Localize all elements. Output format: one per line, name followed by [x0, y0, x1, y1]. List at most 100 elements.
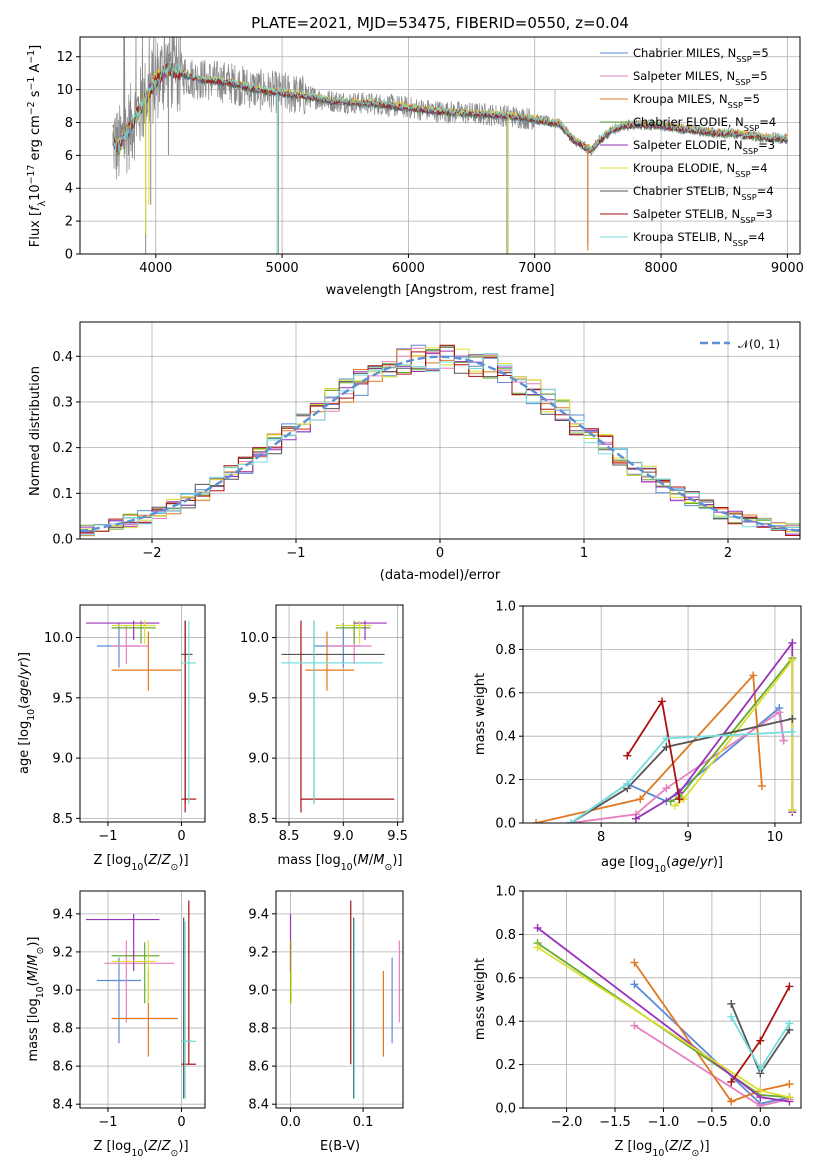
y-tick-label: 12 — [56, 50, 73, 65]
y-tick-label: 0.0 — [495, 1102, 516, 1117]
age-mass-xlabel: mass [log10(M/M⊙)] — [278, 853, 403, 873]
plot-area-residuals — [80, 344, 800, 539]
y-tick-label: 10.0 — [240, 631, 269, 646]
y-tick-label: 8.4 — [248, 1098, 269, 1113]
errorbar-kroupa-stelib — [181, 620, 197, 804]
frame-weight-vs-age — [522, 605, 802, 824]
y-tick-label: 0.2 — [52, 441, 73, 456]
weight-marker — [727, 999, 736, 1008]
x-tick-label: 0.0 — [280, 1115, 301, 1130]
weight-line — [670, 655, 794, 810]
grid-age-vs-mass — [276, 605, 403, 822]
weight-marker — [662, 743, 671, 752]
y-tick-label: 0.4 — [495, 1015, 516, 1030]
legend-label: Kroupa ELODIE, NSSP=4 — [633, 161, 768, 179]
x-tick-label: 8000 — [645, 261, 678, 276]
y-tick-label: 8.5 — [52, 812, 73, 827]
y-tick-label: 0.2 — [495, 1058, 516, 1073]
errorbar-chabrier-miles — [96, 623, 142, 668]
frame-spectrum — [79, 36, 801, 255]
axes-mass-vs-Z: −1 0 8.4 8.6 8.8 9.0 9.2 9.4 — [52, 890, 206, 1130]
weight-marker — [631, 814, 640, 823]
x-tick-label: 0 — [436, 546, 444, 561]
weight-marker — [788, 805, 797, 814]
grid-mass-vs-Z — [80, 891, 205, 1108]
axes-residuals: −2 −1 0 1 2 0.0 0.1 0.2 0.3 0.4 — [52, 321, 801, 561]
x-tick-label: 9000 — [771, 261, 804, 276]
weight-line — [570, 717, 793, 823]
y-tick-label: 6 — [65, 149, 73, 164]
errorbar-salpeter-stelib — [300, 620, 395, 813]
legend-label: Chabrier MILES, NSSP=5 — [633, 46, 769, 64]
y-tick-label: 0.0 — [52, 533, 73, 548]
x-tick-label: 0 — [177, 1115, 185, 1130]
weight-line — [570, 710, 785, 823]
model-line-kroupa-stelib — [112, 60, 788, 153]
errorbar-chabrier-elodie — [111, 942, 160, 1004]
frame-mass-vs-EBV — [275, 890, 404, 1109]
plot-area-mass-vs-Z — [85, 900, 197, 1099]
frame-age-vs-mass — [275, 604, 404, 823]
x-tick-label: −1 — [286, 546, 305, 561]
mass-z-ylabel: mass [log10(M/M⊙)] — [26, 937, 46, 1062]
grid-weight-vs-age — [523, 605, 801, 824]
weight-marker — [636, 795, 645, 804]
y-tick-label: 10.0 — [44, 631, 73, 646]
x-tick-label: 7000 — [518, 261, 551, 276]
weight-line — [635, 640, 794, 820]
errorbar-kroupa-miles — [111, 631, 182, 691]
x-tick-label: 8.5 — [279, 829, 300, 844]
y-tick-label: 9.0 — [248, 983, 269, 998]
errorbar-chabrier-stelib — [181, 917, 193, 1099]
axes-age-vs-Z: −1 0 8.5 9.0 9.5 10.0 — [44, 604, 206, 844]
mass-ebv-xlabel: E(B-V) — [320, 1139, 360, 1154]
frame-age-vs-Z — [79, 604, 206, 823]
weight-marker — [630, 958, 639, 967]
axes-mass-vs-EBV: 0.0 0.1 8.4 8.6 8.8 9.0 9.2 9.4 — [248, 890, 404, 1130]
y-tick-label: 0.6 — [495, 971, 516, 986]
y-tick-label: 8 — [65, 116, 73, 131]
frame-mass-vs-Z — [79, 890, 206, 1109]
y-tick-label: 0.8 — [495, 643, 516, 658]
legend-label: Kroupa STELIB, NSSP=4 — [633, 230, 765, 248]
y-tick-label: 4 — [65, 182, 73, 197]
spectrum-legend: Chabrier MILES, NSSP=5 Salpeter MILES, NS… — [600, 46, 776, 248]
residuals-ylabel: Normed distribution — [28, 366, 43, 496]
legend-label: Kroupa MILES, NSSP=5 — [633, 92, 760, 110]
y-tick-label: 0.1 — [52, 487, 73, 502]
errorbar-salpeter-elodie — [85, 620, 160, 640]
weight-age-xlabel: age [log10(age/yr)] — [601, 855, 723, 875]
weight-marker — [675, 795, 684, 804]
plot-area-spectrum — [112, 37, 788, 254]
weight-series-kroupa-elodie — [533, 943, 794, 1102]
x-tick-label: −1.5 — [599, 1115, 631, 1130]
y-tick-label: 9.2 — [248, 945, 269, 960]
x-tick-label: 9 — [684, 830, 692, 845]
weight-marker — [749, 671, 758, 680]
y-tick-label: 1.0 — [495, 600, 516, 615]
weight-marker — [785, 1093, 794, 1102]
weight-marker — [788, 714, 797, 723]
weight-marker — [788, 727, 797, 736]
weight-marker — [532, 819, 541, 823]
errorbar-kroupa-elodie — [111, 620, 156, 644]
y-tick-label: 2 — [65, 215, 73, 230]
weight-marker — [756, 1036, 765, 1045]
plot-area-mass-vs-EBV — [289, 900, 400, 1099]
errorbar-kroupa-stelib — [181, 921, 197, 1099]
errorbar-kroupa-stelib — [281, 620, 383, 804]
x-tick-label: −2.0 — [551, 1115, 583, 1130]
weight-marker — [662, 784, 671, 793]
y-tick-label: 8.8 — [52, 1022, 73, 1037]
weight-marker — [788, 638, 797, 647]
weight-marker — [727, 1097, 736, 1106]
weight-marker — [788, 656, 797, 665]
normal-curve — [80, 355, 800, 533]
y-tick-label: 9.4 — [248, 907, 269, 922]
axes-weight-vs-Z: −2.0 −1.5 −1.0 −0.5 0.0 0.0 0.2 0.4 0.6 0.8 1.0 — [495, 885, 802, 1130]
y-tick-label: 0.4 — [52, 350, 73, 365]
spectrum-xlabel: wavelength [Angstrom, rest frame] — [326, 283, 555, 298]
y-tick-label: 9.0 — [248, 752, 269, 767]
x-tick-label: 1 — [580, 546, 588, 561]
